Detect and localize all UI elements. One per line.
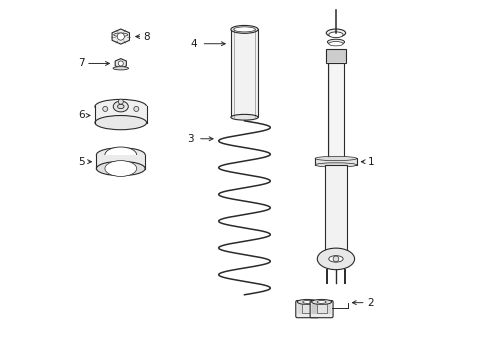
Text: 3: 3 xyxy=(186,134,193,144)
Ellipse shape xyxy=(328,256,343,262)
FancyBboxPatch shape xyxy=(325,165,346,259)
Circle shape xyxy=(102,107,107,111)
Ellipse shape xyxy=(96,148,145,162)
Ellipse shape xyxy=(326,39,344,45)
Ellipse shape xyxy=(230,114,258,120)
Ellipse shape xyxy=(314,163,356,167)
Ellipse shape xyxy=(311,300,331,305)
Ellipse shape xyxy=(117,104,124,109)
Text: 4: 4 xyxy=(190,39,197,49)
FancyBboxPatch shape xyxy=(230,30,258,117)
Text: 2: 2 xyxy=(366,298,373,308)
Circle shape xyxy=(134,107,139,111)
Ellipse shape xyxy=(302,301,311,303)
Ellipse shape xyxy=(113,101,128,112)
Ellipse shape xyxy=(328,41,343,46)
FancyBboxPatch shape xyxy=(295,301,318,318)
FancyBboxPatch shape xyxy=(96,155,145,168)
Polygon shape xyxy=(112,29,129,44)
Ellipse shape xyxy=(317,248,354,270)
Text: 5: 5 xyxy=(78,157,84,167)
FancyBboxPatch shape xyxy=(316,304,326,313)
Ellipse shape xyxy=(328,32,343,38)
Text: 8: 8 xyxy=(143,32,150,41)
Ellipse shape xyxy=(105,147,136,163)
FancyBboxPatch shape xyxy=(309,301,332,318)
Ellipse shape xyxy=(113,67,128,70)
Ellipse shape xyxy=(95,99,146,114)
Ellipse shape xyxy=(297,300,317,305)
Ellipse shape xyxy=(325,29,345,37)
FancyBboxPatch shape xyxy=(314,158,356,165)
Text: 1: 1 xyxy=(367,157,373,167)
FancyBboxPatch shape xyxy=(95,107,146,123)
Ellipse shape xyxy=(230,26,258,33)
Text: 6: 6 xyxy=(78,111,84,121)
Text: 7: 7 xyxy=(78,58,84,68)
Circle shape xyxy=(118,61,123,66)
Ellipse shape xyxy=(105,161,136,176)
Ellipse shape xyxy=(314,156,356,161)
Circle shape xyxy=(117,33,124,40)
Ellipse shape xyxy=(96,161,145,176)
Ellipse shape xyxy=(316,301,325,303)
Circle shape xyxy=(332,256,338,262)
FancyBboxPatch shape xyxy=(325,49,346,63)
Circle shape xyxy=(118,99,123,104)
FancyBboxPatch shape xyxy=(327,63,343,158)
Polygon shape xyxy=(115,59,126,68)
Ellipse shape xyxy=(233,27,255,32)
FancyBboxPatch shape xyxy=(302,304,312,313)
Ellipse shape xyxy=(95,116,146,130)
